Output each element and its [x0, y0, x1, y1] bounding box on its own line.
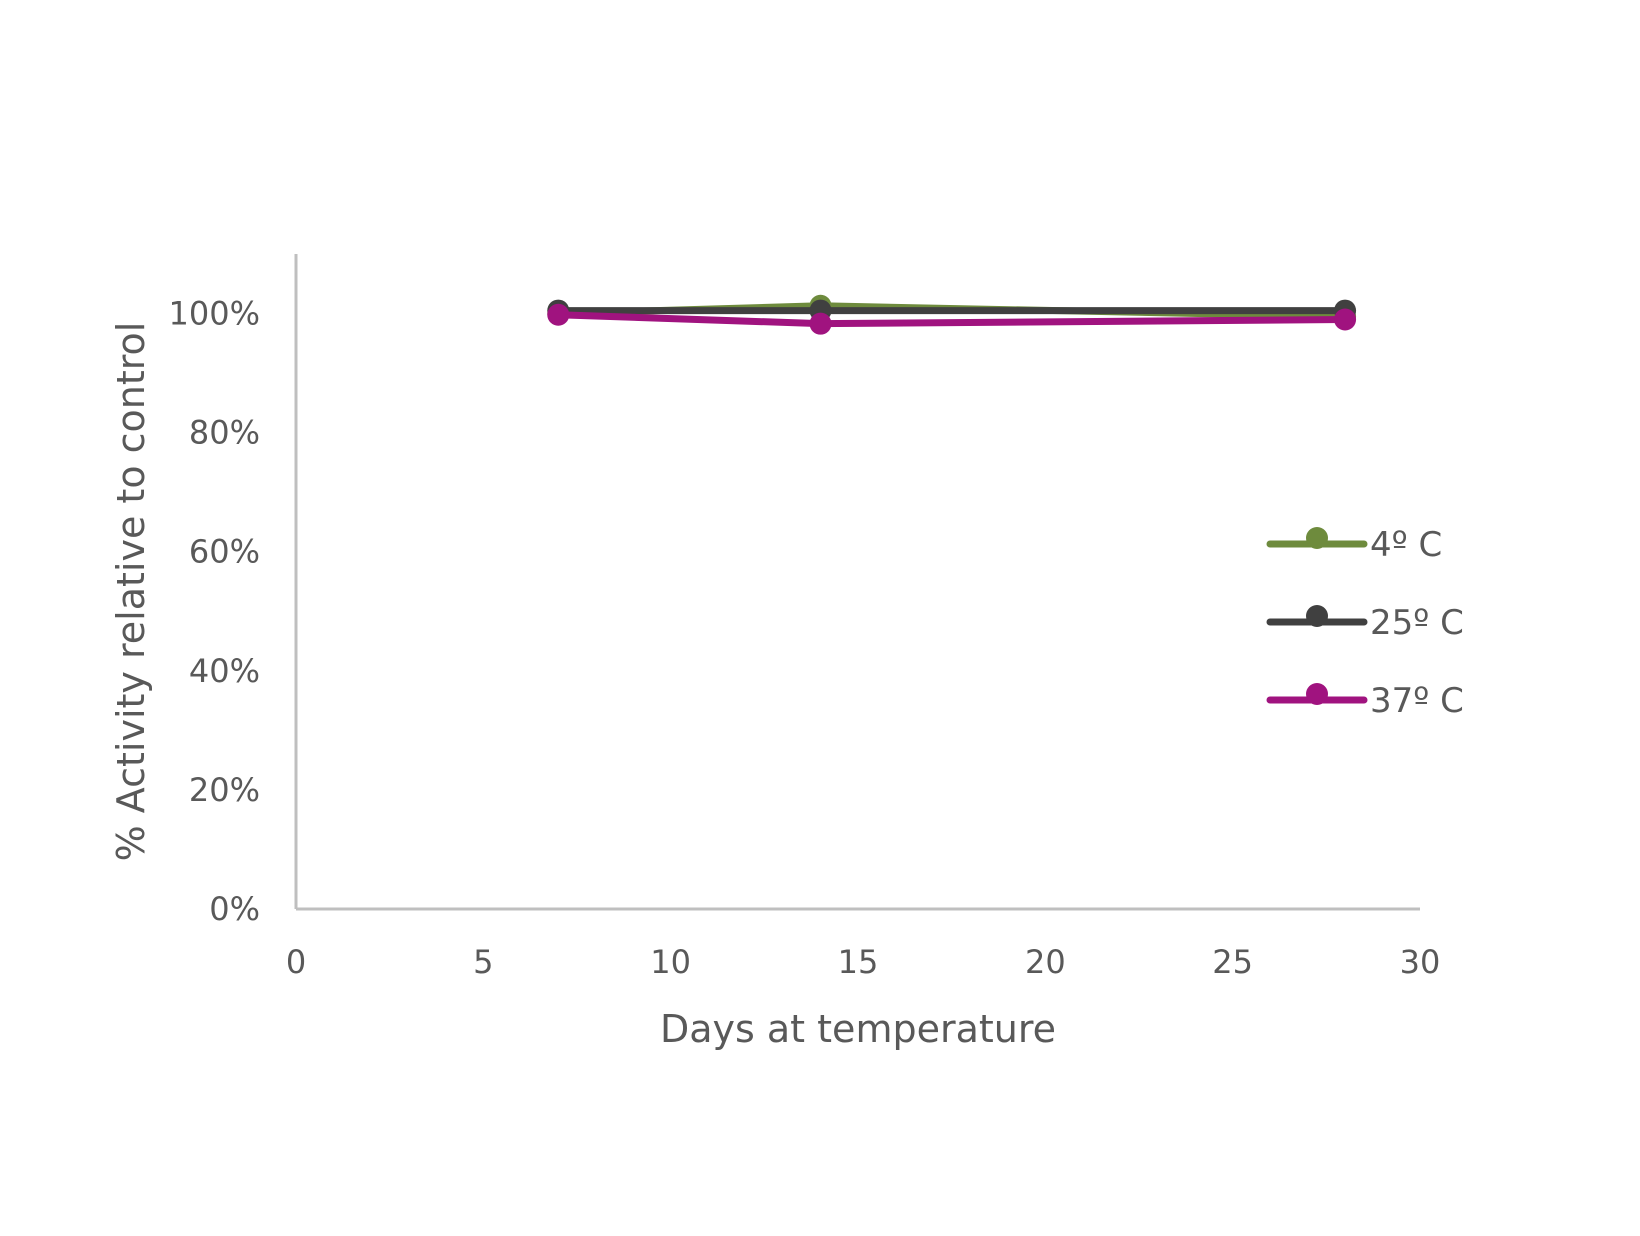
- legend-item: 25º C: [1266, 603, 1464, 643]
- data-point: [1334, 308, 1357, 331]
- data-point: [809, 312, 832, 335]
- x-tick-label: 5: [473, 943, 493, 981]
- legend-marker: [1306, 605, 1328, 627]
- legend: 4º C 25º C 37º C: [1266, 525, 1464, 721]
- x-tick-label: 25: [1212, 943, 1253, 981]
- y-tick-label: 80%: [189, 414, 260, 452]
- legend-item: 4º C: [1266, 525, 1442, 565]
- x-axis-title: Days at temperature: [660, 1007, 1056, 1051]
- y-tick-label: 100%: [169, 295, 260, 333]
- data-point: [547, 303, 570, 326]
- axes: 0% 20% 40% 60% 80% 100% 0 5 10 15 20 25 30: [169, 254, 1441, 981]
- legend-item: 37º C: [1266, 681, 1464, 721]
- legend-marker: [1306, 527, 1328, 549]
- legend-label: 25º C: [1370, 603, 1464, 643]
- y-tick-label: 0%: [209, 890, 260, 928]
- x-tick-label: 10: [650, 943, 691, 981]
- x-tick-label: 15: [838, 943, 879, 981]
- y-tick-label: 60%: [189, 533, 260, 571]
- series-3: [547, 303, 1357, 335]
- legend-marker: [1306, 683, 1328, 705]
- x-tick-label: 0: [286, 943, 306, 981]
- x-tick-label: 20: [1025, 943, 1066, 981]
- series-group: [547, 294, 1357, 335]
- y-tick-label: 40%: [189, 652, 260, 690]
- y-tick-label: 20%: [189, 771, 260, 809]
- legend-label: 4º C: [1370, 525, 1442, 565]
- y-axis-title: % Activity relative to control: [109, 322, 153, 862]
- legend-label: 37º C: [1370, 681, 1464, 721]
- x-tick-label: 30: [1400, 943, 1441, 981]
